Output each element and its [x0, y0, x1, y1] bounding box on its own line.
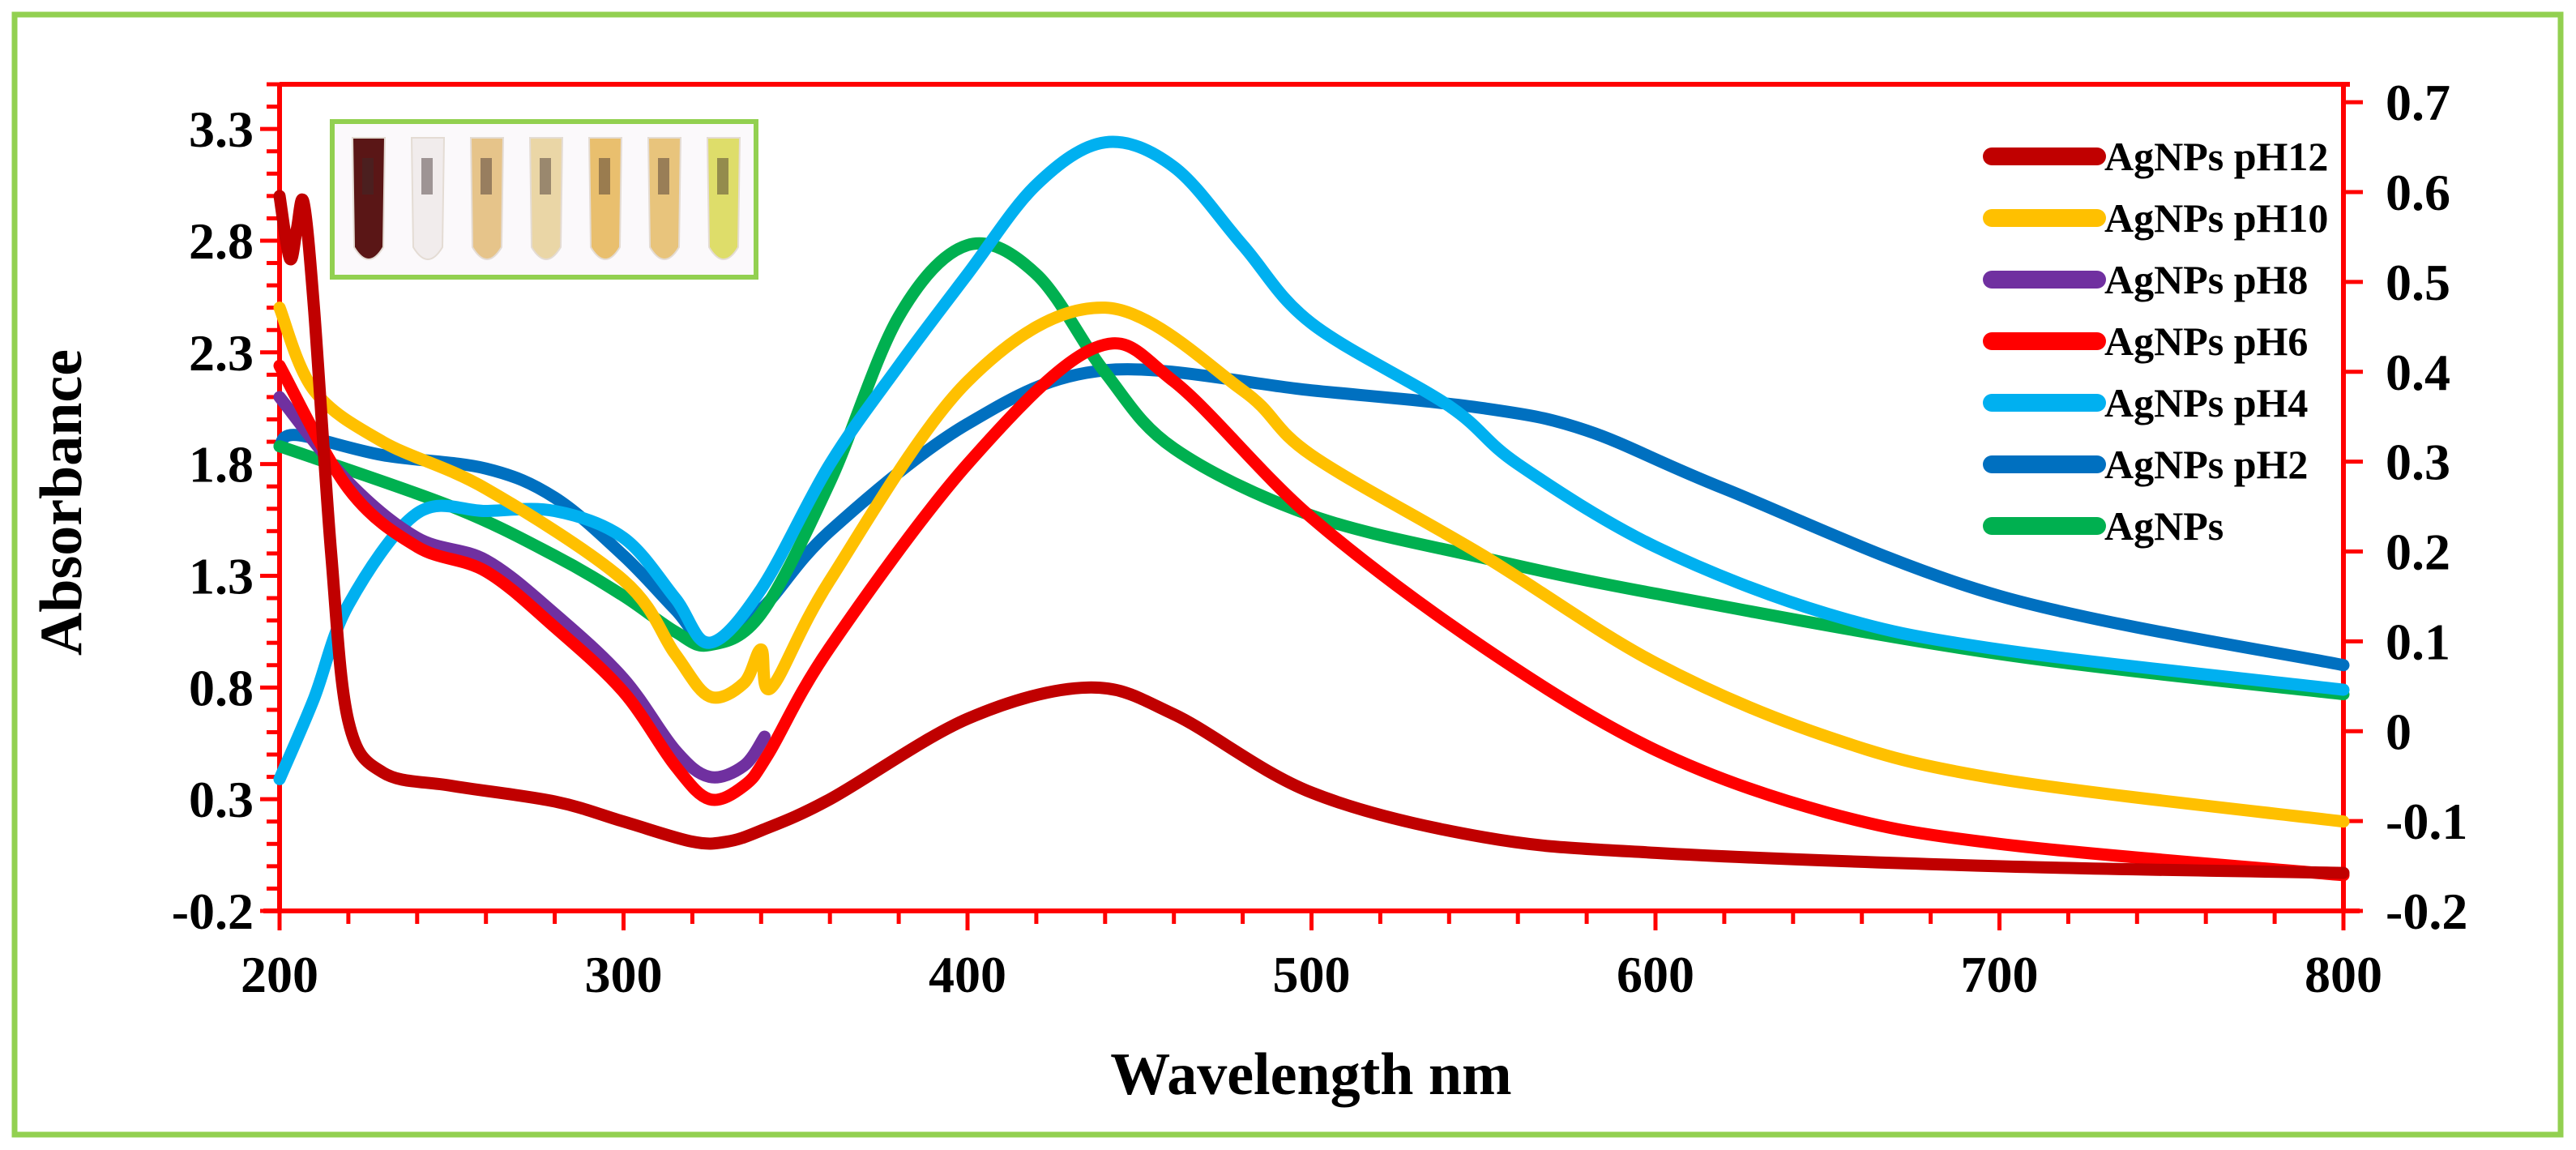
series-line-agnps: [273, 237, 2350, 701]
y-tick-label: 2.3: [189, 324, 254, 382]
y-axis-title: Absorbance: [28, 349, 95, 656]
vial: [647, 137, 682, 260]
y2-tick-label: 0.5: [2386, 254, 2450, 311]
x-tick-label: 200: [241, 946, 318, 1003]
legend-label: AgNPs pH4: [2104, 380, 2308, 425]
axes: 3.3 2.8 2.3 1.8 1.3 0.8 0.3 -0.2 0.7 0.6 0.5 0.4 0.3…: [172, 74, 2468, 1003]
x-tick-label: 600: [1617, 946, 1694, 1003]
vial-label: [540, 158, 551, 195]
x-tick-label: 300: [585, 946, 663, 1003]
x-tick-label: 700: [1961, 946, 2039, 1003]
series-line-agnps-ph4: [273, 135, 2350, 785]
series-line-agnps-ph2: [273, 363, 2350, 672]
y2-tick-label: -0.1: [2386, 793, 2467, 850]
legend: AgNPs pH12 AgNPs pH10 AgNPs pH8 AgNPs pH6 Ag…: [1983, 134, 2328, 549]
legend-label: AgNPs pH6: [2104, 318, 2308, 364]
legend-label: AgNPs pH12: [2104, 134, 2328, 179]
vial-label: [421, 158, 433, 195]
series-line-agnps-ph10: [273, 301, 2350, 828]
series-line-agnps-ph8: [273, 391, 771, 784]
y2-tick-label: -0.2: [2386, 883, 2467, 940]
series-line-agnps-ph12: [273, 190, 2350, 879]
vial-label: [481, 158, 492, 195]
vial: [469, 137, 505, 260]
legend-label: AgNPs pH10: [2104, 195, 2328, 241]
y2-tick-label: 0.2: [2386, 524, 2450, 581]
vial-label: [658, 158, 669, 195]
vial: [528, 137, 564, 260]
series-lines: [273, 135, 2350, 882]
legend-label: AgNPs pH8: [2104, 257, 2308, 302]
y2-tick-label: 0.3: [2386, 434, 2450, 491]
y-tick-label: 1.8: [189, 436, 254, 494]
y2-tick-label: 0.1: [2386, 613, 2450, 670]
y-tick-label: 3.3: [189, 100, 254, 158]
vial-label: [717, 158, 728, 195]
vial-label: [362, 158, 374, 195]
y-tick-label: 0.8: [189, 659, 254, 716]
y2-tick-label: 0.7: [2386, 74, 2450, 131]
x-tick-label: 400: [929, 946, 1006, 1003]
legend-label: AgNPs: [2104, 503, 2224, 549]
vial: [706, 137, 741, 260]
vial: [410, 137, 446, 260]
y2-tick-label: 0.6: [2386, 164, 2450, 221]
x-tick-label: 800: [2305, 946, 2382, 1003]
y-tick-label: 0.3: [189, 771, 254, 828]
y-tick-label: -0.2: [172, 883, 254, 940]
x-axis-title: Wavelength nm: [1110, 1041, 1511, 1108]
y-tick-label: 1.3: [189, 547, 254, 605]
legend-label: AgNPs pH2: [2104, 442, 2308, 487]
inset-photo-vials: [330, 119, 758, 280]
vial-label: [599, 158, 610, 195]
vial: [587, 137, 623, 260]
y2-tick-label: 0.4: [2386, 344, 2450, 401]
y-tick-label: 2.8: [189, 212, 254, 270]
x-tick-label: 500: [1273, 946, 1351, 1003]
series-line-agnps-ph6: [273, 337, 2350, 882]
y2-tick-label: 0: [2386, 703, 2412, 760]
vial: [351, 137, 387, 260]
